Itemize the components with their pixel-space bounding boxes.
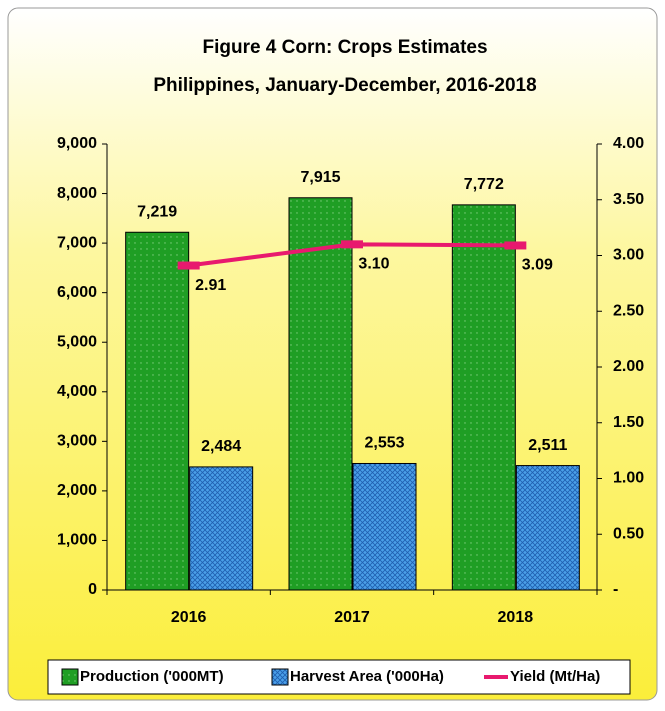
y-tick-label: 0 [88,581,97,598]
legend-swatch [271,668,289,686]
line-value-label: 3.09 [522,257,553,274]
y2-tick-label: 2.00 [613,358,644,375]
chart-title: Figure 4 Corn: Crops Estimates [202,37,487,58]
bar-value-label: 2,553 [364,435,404,452]
y-tick-label: 9,000 [57,135,97,152]
y2-tick-label: 3.00 [613,247,644,264]
bar [189,466,254,591]
y-tick-label: 4,000 [57,383,97,400]
x-tick-label: 2018 [498,609,534,626]
bar-value-label: 2,484 [201,438,241,455]
x-tick-label: 2017 [334,609,370,626]
bar [352,462,417,591]
y2-tick-label: 3.50 [613,191,644,208]
legend-label: Harvest Area ('000Ha) [290,668,444,685]
y2-tick-label: 4.00 [613,135,644,152]
y-tick-label: 5,000 [57,333,97,350]
x-tick-label: 2016 [171,609,207,626]
y-tick-label: 6,000 [57,284,97,301]
y2-tick-label: 2.50 [613,302,644,319]
bar [125,231,190,591]
bar-value-label: 7,915 [300,169,340,186]
line-marker [504,241,527,250]
bar [451,204,516,591]
legend-label: Yield (Mt/Ha) [510,668,600,685]
legend-swatch [61,668,79,686]
y-tick-label: 2,000 [57,482,97,499]
y-tick-label: 8,000 [57,185,97,202]
line-value-label: 2.91 [195,277,226,294]
y2-tick-label: 1.50 [613,414,644,431]
line-value-label: 3.10 [358,256,389,273]
line-marker [177,261,200,270]
bar-value-label: 2,511 [528,437,567,454]
bar-value-label: 7,772 [464,176,504,193]
y-tick-label: 7,000 [57,234,97,251]
y-tick-label: 3,000 [57,433,97,450]
y2-tick-label: 1.00 [613,470,644,487]
y2-tick-label: 0.50 [613,525,644,542]
bar [288,197,353,591]
y2-tick-label: - [613,581,618,598]
legend [47,659,631,695]
y-tick-label: 1,000 [57,532,97,549]
line-marker [341,240,363,249]
bar [515,465,580,591]
legend-label: Production ('000MT) [80,668,224,685]
chart-subtitle: Philippines, January-December, 2016-2018 [153,75,536,96]
bar-value-label: 7,219 [137,203,177,220]
